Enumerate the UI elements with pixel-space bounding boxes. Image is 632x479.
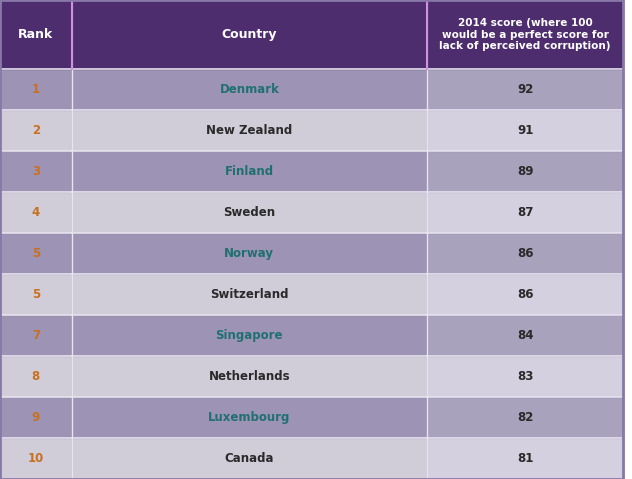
Bar (427, 0, 623, 69)
Bar (0, 0, 71, 69)
Text: 5: 5 (32, 247, 40, 260)
Text: New Zealand: New Zealand (206, 125, 293, 137)
Text: Netherlands: Netherlands (209, 370, 290, 383)
Text: Canada: Canada (224, 452, 274, 465)
Bar (71, 193, 427, 233)
Text: 5: 5 (32, 288, 40, 301)
Bar (427, 356, 623, 397)
Text: 3: 3 (32, 165, 40, 178)
Text: 81: 81 (517, 452, 533, 465)
Bar (0, 69, 71, 111)
Bar (71, 111, 427, 151)
Bar (0, 315, 71, 356)
Bar (71, 233, 427, 274)
Text: 91: 91 (517, 125, 533, 137)
Bar (0, 356, 71, 397)
Text: 10: 10 (28, 452, 44, 465)
Text: Finland: Finland (225, 165, 274, 178)
Bar (71, 356, 427, 397)
Text: 92: 92 (517, 83, 533, 96)
Text: 86: 86 (517, 288, 533, 301)
Bar (0, 111, 71, 151)
Bar (427, 315, 623, 356)
Text: 8: 8 (32, 370, 40, 383)
Text: 87: 87 (517, 206, 533, 219)
Text: 83: 83 (517, 370, 533, 383)
Bar (427, 193, 623, 233)
Bar (71, 274, 427, 315)
Text: Norway: Norway (224, 247, 274, 260)
Bar (0, 438, 71, 479)
Text: 2: 2 (32, 125, 40, 137)
Bar (0, 151, 71, 192)
Text: Denmark: Denmark (219, 83, 279, 96)
Text: 4: 4 (32, 206, 40, 219)
Bar (427, 438, 623, 479)
Text: 7: 7 (32, 329, 40, 342)
Text: 9: 9 (32, 411, 40, 424)
Bar (427, 69, 623, 111)
Bar (0, 233, 71, 274)
Text: 1: 1 (32, 83, 40, 96)
Bar (71, 151, 427, 192)
Bar (0, 274, 71, 315)
Text: 82: 82 (517, 411, 533, 424)
Bar (427, 111, 623, 151)
Text: 84: 84 (517, 329, 533, 342)
Text: 2014 score (where 100
would be a perfect score for
lack of perceived corruption): 2014 score (where 100 would be a perfect… (439, 18, 611, 51)
Bar (71, 438, 427, 479)
Bar (71, 315, 427, 356)
Bar (71, 397, 427, 438)
Bar (427, 233, 623, 274)
Text: Sweden: Sweden (223, 206, 276, 219)
Text: 89: 89 (517, 165, 533, 178)
Bar (0, 397, 71, 438)
Text: Singapore: Singapore (216, 329, 283, 342)
Bar (0, 193, 71, 233)
Text: Country: Country (222, 28, 277, 41)
Bar (71, 69, 427, 111)
Text: Rank: Rank (18, 28, 54, 41)
Bar (427, 397, 623, 438)
Bar (427, 274, 623, 315)
Text: 86: 86 (517, 247, 533, 260)
Text: Luxembourg: Luxembourg (208, 411, 291, 424)
Bar (427, 151, 623, 192)
Bar (71, 0, 427, 69)
Text: Switzerland: Switzerland (210, 288, 289, 301)
